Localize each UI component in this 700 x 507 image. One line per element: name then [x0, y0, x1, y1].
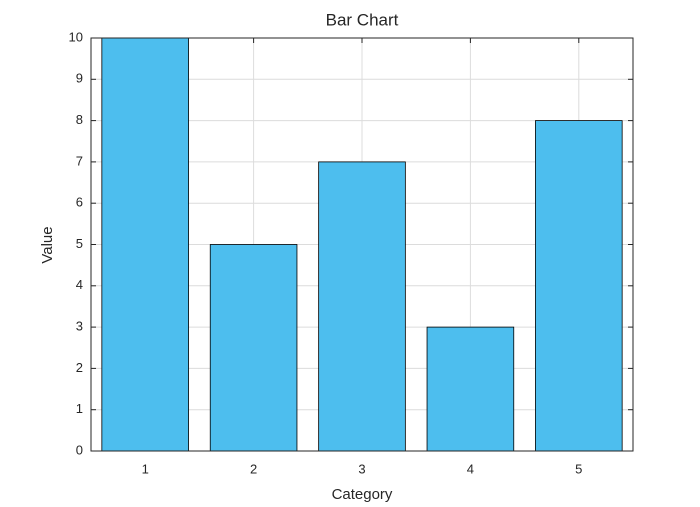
- x-tick-label: 5: [575, 461, 582, 476]
- bar: [209, 244, 298, 452]
- y-tick-label: 7: [76, 153, 83, 168]
- y-tick-label: 3: [76, 319, 83, 334]
- bar: [426, 326, 515, 452]
- y-tick-label: 10: [69, 29, 83, 44]
- bar: [318, 161, 406, 452]
- x-tick-label: 4: [467, 461, 474, 476]
- y-tick-label: 6: [76, 195, 83, 210]
- y-tick-label: 9: [76, 71, 83, 86]
- x-axis-label: Category: [332, 486, 393, 503]
- x-tick-label: 3: [358, 461, 365, 476]
- plot-frame: [90, 37, 634, 452]
- y-tick-label: 8: [76, 112, 83, 127]
- y-tick-label: 4: [76, 277, 83, 292]
- y-tick-label: 0: [76, 442, 83, 457]
- bar: [101, 37, 189, 452]
- y-tick-label: 2: [76, 360, 83, 375]
- y-axis-label: Value: [39, 226, 56, 263]
- x-tick-label: 2: [250, 461, 257, 476]
- y-tick-label: 5: [76, 236, 83, 251]
- x-tick-label: 1: [142, 461, 149, 476]
- y-tick-label: 1: [76, 401, 83, 416]
- bar: [535, 120, 623, 452]
- chart-title: Bar Chart: [326, 10, 399, 29]
